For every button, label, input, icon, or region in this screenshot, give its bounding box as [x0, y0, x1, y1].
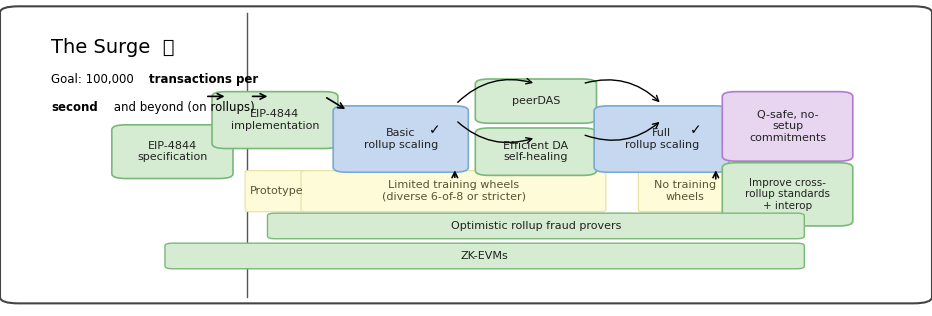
FancyBboxPatch shape: [267, 213, 804, 239]
Text: Improve cross-
rollup standards
+ interop: Improve cross- rollup standards + intero…: [745, 178, 830, 211]
Text: EIP-4844
specification: EIP-4844 specification: [137, 141, 208, 162]
FancyBboxPatch shape: [112, 125, 233, 179]
FancyBboxPatch shape: [475, 79, 596, 123]
Text: and beyond (on rollups): and beyond (on rollups): [110, 101, 254, 114]
FancyBboxPatch shape: [475, 128, 596, 175]
Text: The Surge  🌊: The Surge 🌊: [51, 38, 175, 57]
FancyBboxPatch shape: [0, 6, 932, 303]
Text: EIP-4844
implementation: EIP-4844 implementation: [231, 109, 319, 131]
FancyBboxPatch shape: [245, 171, 308, 212]
Text: Basic
rollup scaling: Basic rollup scaling: [363, 128, 438, 150]
Text: No training
wheels: No training wheels: [654, 180, 716, 202]
Text: Q-safe, no-
setup
commitments: Q-safe, no- setup commitments: [749, 110, 826, 143]
Text: ✓: ✓: [690, 123, 701, 137]
FancyBboxPatch shape: [595, 106, 729, 172]
Text: Prototype: Prototype: [250, 186, 304, 196]
FancyBboxPatch shape: [212, 92, 337, 149]
Text: second: second: [51, 101, 98, 114]
Text: Efficient DA
self-healing: Efficient DA self-healing: [503, 141, 569, 162]
FancyBboxPatch shape: [301, 171, 606, 212]
Text: ✓: ✓: [429, 123, 440, 137]
Text: ZK-EVMs: ZK-EVMs: [460, 251, 509, 261]
Text: Goal: 100,000: Goal: 100,000: [51, 73, 138, 86]
Text: Optimistic rollup fraud provers: Optimistic rollup fraud provers: [451, 221, 621, 231]
Text: Limited training wheels
(diverse 6-of-8 or stricter): Limited training wheels (diverse 6-of-8 …: [382, 180, 526, 202]
FancyBboxPatch shape: [722, 92, 853, 161]
Text: Full
rollup scaling: Full rollup scaling: [624, 128, 699, 150]
FancyBboxPatch shape: [334, 106, 468, 172]
Text: transactions per: transactions per: [149, 73, 258, 86]
FancyBboxPatch shape: [722, 163, 853, 226]
FancyBboxPatch shape: [165, 243, 804, 269]
FancyBboxPatch shape: [638, 171, 732, 212]
Text: peerDAS: peerDAS: [512, 96, 560, 106]
